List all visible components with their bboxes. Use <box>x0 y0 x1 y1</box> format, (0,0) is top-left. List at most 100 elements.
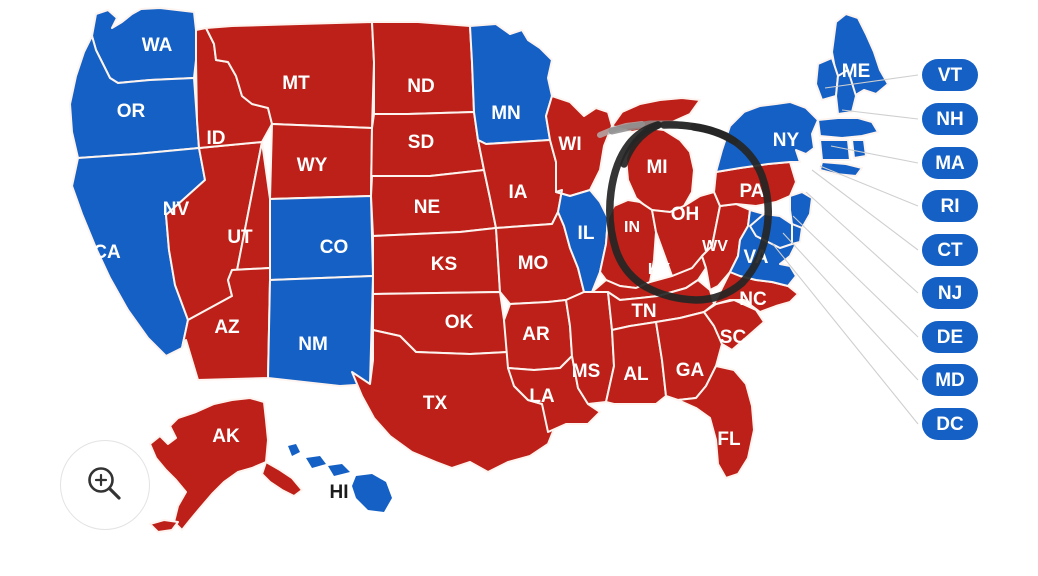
state-label-WY: WY <box>297 155 328 176</box>
callout-pill-DE[interactable]: DE <box>922 321 978 353</box>
state-shape-CT[interactable] <box>819 139 851 161</box>
state-label-OR: OR <box>117 101 146 122</box>
state-label-NV: NV <box>163 199 190 220</box>
state-label-ND: ND <box>407 76 434 97</box>
magnifier-plus-icon <box>88 467 121 500</box>
leader-line-DC <box>771 242 919 425</box>
state-shape-MN[interactable] <box>469 23 553 145</box>
state-label-NE: NE <box>414 197 440 218</box>
state-label-AZ: AZ <box>214 317 240 338</box>
state-label-MI: MI <box>646 157 667 178</box>
callout-label-DE: DE <box>937 327 963 348</box>
state-shape-ND[interactable] <box>371 21 475 115</box>
state-label-KY: KY <box>648 261 671 278</box>
map-labels-layer: WA OR CA NV ID MT WY UT CO AZ NM ND SD N… <box>93 35 870 503</box>
state-label-AK: AK <box>212 426 240 447</box>
callout-pills[interactable]: VT NH MA RI CT NJ <box>922 59 978 440</box>
callout-label-MD: MD <box>935 370 965 391</box>
state-shape-NY-LI[interactable] <box>819 161 863 177</box>
state-shape-NJ[interactable] <box>789 191 813 229</box>
state-label-NY: NY <box>773 130 800 151</box>
state-label-AR: AR <box>522 324 550 345</box>
leader-line-NH <box>841 109 919 120</box>
callout-label-VT: VT <box>938 65 963 86</box>
callout-pill-MA[interactable]: MA <box>922 147 978 179</box>
state-label-ME: ME <box>842 61 871 82</box>
state-label-IL: IL <box>578 223 595 244</box>
state-label-GA: GA <box>676 360 705 381</box>
state-shape-NY[interactable] <box>715 101 819 173</box>
state-shape-LA[interactable] <box>507 355 601 433</box>
callout-label-MA: MA <box>935 153 965 174</box>
handdrawn-circle-annotation <box>597 120 772 304</box>
state-shape-HI-3[interactable] <box>328 464 350 476</box>
state-shape-NM[interactable] <box>267 275 374 387</box>
state-label-IA: IA <box>509 182 528 203</box>
state-shape-HI-4[interactable] <box>352 474 392 512</box>
state-shape-MA[interactable] <box>817 117 879 139</box>
state-shape-AK-isl[interactable] <box>149 519 179 533</box>
state-shape-DE[interactable] <box>791 223 803 245</box>
state-label-WV: WV <box>702 238 728 255</box>
state-shape-MI-lower[interactable] <box>625 127 695 213</box>
state-shape-AK-tail[interactable] <box>261 461 303 497</box>
callout-pill-MD[interactable]: MD <box>922 364 978 396</box>
callout-label-CT: CT <box>937 240 963 261</box>
state-label-MT: MT <box>282 73 310 94</box>
state-label-HI: HI <box>330 482 349 503</box>
state-label-SD: SD <box>408 132 434 153</box>
leader-line-DE <box>792 215 919 338</box>
state-shape-TX[interactable] <box>351 329 557 473</box>
callout-pill-RI[interactable]: RI <box>922 190 978 222</box>
callout-label-NJ: NJ <box>938 283 962 304</box>
state-label-WA: WA <box>142 35 173 56</box>
state-shape-AL[interactable] <box>605 321 667 405</box>
state-shape-HI-2[interactable] <box>306 456 326 468</box>
map-states-layer[interactable] <box>69 7 889 533</box>
state-label-OK: OK <box>445 312 474 333</box>
leader-line-MA <box>830 145 919 164</box>
callout-pill-VT[interactable]: VT <box>922 59 978 91</box>
state-label-WI: WI <box>558 134 581 155</box>
leader-line-MD <box>782 232 919 381</box>
state-label-AL: AL <box>623 364 649 385</box>
callout-label-RI: RI <box>941 196 960 217</box>
state-label-CA: CA <box>93 242 121 263</box>
state-label-NM: NM <box>298 334 328 355</box>
state-label-SC: SC <box>720 327 747 348</box>
callout-label-DC: DC <box>936 414 964 435</box>
state-shape-RI[interactable] <box>851 139 867 159</box>
state-shape-HI-1[interactable] <box>288 444 300 456</box>
state-shape-FL[interactable] <box>677 365 755 479</box>
state-shape-MD[interactable] <box>749 213 793 249</box>
leader-line-VT <box>824 74 919 89</box>
state-shape-MT[interactable] <box>205 21 375 129</box>
state-label-UT: UT <box>227 227 253 248</box>
state-label-TN: TN <box>631 301 656 322</box>
zoom-in-button[interactable] <box>60 440 150 530</box>
state-label-MN: MN <box>491 103 521 124</box>
state-shape-NH[interactable] <box>835 69 857 115</box>
state-label-TX: TX <box>423 393 448 414</box>
state-label-OH: OH <box>671 204 700 225</box>
state-label-NC: NC <box>739 289 767 310</box>
state-label-MO: MO <box>518 253 549 274</box>
state-label-PA: PA <box>740 181 765 202</box>
callout-pill-NJ[interactable]: NJ <box>922 277 978 309</box>
state-label-CO: CO <box>320 237 349 258</box>
callout-pill-CT[interactable]: CT <box>922 234 978 266</box>
state-label-KS: KS <box>431 254 457 275</box>
callout-pill-NH[interactable]: NH <box>922 103 978 135</box>
state-label-FL: FL <box>717 429 741 450</box>
state-label-MS: MS <box>572 361 601 382</box>
state-label-LA: LA <box>529 386 555 407</box>
leader-line-NJ <box>805 191 919 294</box>
leader-line-RI <box>819 165 919 207</box>
state-shape-AK[interactable] <box>149 397 269 531</box>
callout-leader-lines <box>771 74 919 425</box>
state-shape-VT[interactable] <box>815 57 839 101</box>
state-label-ID: ID <box>207 128 226 149</box>
callout-pill-DC[interactable]: DC <box>922 408 978 440</box>
